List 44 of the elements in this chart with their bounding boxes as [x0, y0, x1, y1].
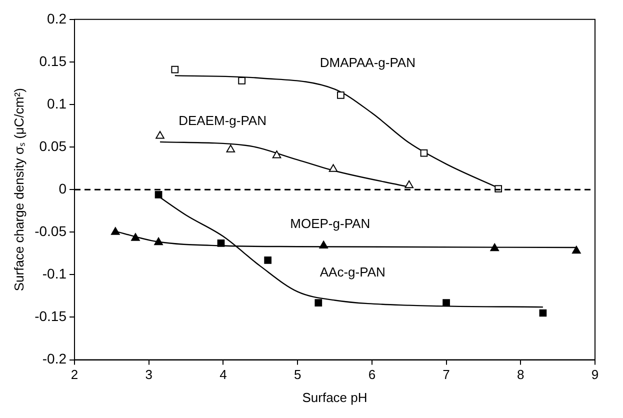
point [442, 299, 450, 306]
point [217, 240, 225, 247]
y-tick-label: -0.05 [34, 223, 67, 240]
x-tick-label: 6 [368, 367, 376, 382]
point [226, 144, 236, 152]
series-label: MOEP-g-PAN [290, 216, 370, 232]
x-axis-title: Surface pH [302, 390, 368, 405]
x-tick-label: 5 [294, 367, 302, 382]
point [319, 240, 328, 249]
point [420, 149, 428, 157]
text: DMAPAA-g-PAN [320, 55, 416, 70]
point [131, 233, 140, 241]
x-tick-label: 3 [145, 367, 152, 382]
y-tick-label: -0.15 [34, 308, 67, 324]
point [404, 180, 414, 188]
x-tick-label: 4 [220, 367, 227, 382]
y-tick-label: 0 [58, 180, 67, 196]
point [171, 66, 179, 74]
series-label: AAc-g-PAN [320, 264, 386, 280]
x-tick-label: 2 [70, 367, 78, 382]
point [111, 227, 120, 235]
point [314, 299, 322, 306]
y-tick-label: 0.2 [47, 10, 67, 26]
point [337, 91, 344, 99]
point [156, 130, 164, 139]
y-axis-title: Surface charge density σₛ (μC/cm²) [11, 88, 26, 292]
x-tick-label: 7 [442, 367, 450, 382]
point [264, 256, 272, 264]
point [572, 246, 581, 254]
point [154, 237, 163, 246]
y-tick-label: 0.05 [39, 138, 67, 154]
y-tick-label: 0.1 [47, 95, 67, 112]
x-tick-label: 9 [591, 367, 599, 382]
point [539, 309, 547, 317]
x-tick-label: 8 [517, 367, 524, 382]
y-tick-label: -0.1 [42, 266, 67, 282]
point [490, 243, 500, 252]
point [238, 76, 246, 84]
y-tick-label: -0.2 [42, 350, 67, 367]
point [272, 150, 282, 158]
point [328, 164, 338, 172]
series-label: DEAEM-g-PAN [178, 113, 266, 128]
point [154, 191, 162, 198]
y-tick-label: 0.15 [39, 52, 67, 69]
